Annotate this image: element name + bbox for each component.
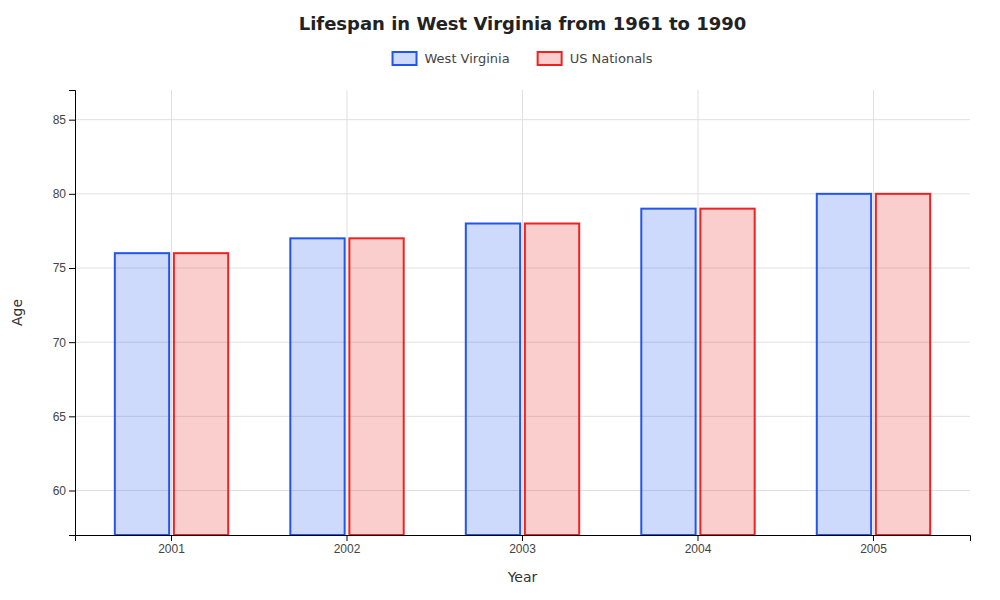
x-tick: 2001 [158, 535, 185, 556]
bar-series [174, 194, 930, 535]
y-tick: 60 [53, 484, 75, 498]
tick-mark [69, 194, 75, 195]
axis-line [76, 536, 971, 542]
chart-title: Lifespan in West Virginia from 1961 to 1… [299, 13, 747, 34]
y-axis: 60 65 70 75 80 85 [53, 91, 76, 536]
legend-label: West Virginia [425, 51, 510, 66]
legend: West Virginia US Nationals [393, 51, 653, 66]
x-axis-title: Year [507, 569, 538, 585]
bar [641, 209, 695, 535]
bar [700, 209, 754, 535]
x-tick: 2003 [509, 535, 536, 556]
bar [466, 224, 520, 536]
tick-mark [697, 535, 698, 541]
grid [75, 90, 970, 535]
tick-mark [69, 342, 75, 343]
x-grid-line [171, 90, 172, 535]
bar [349, 238, 403, 535]
y-axis-title: Age [9, 299, 25, 326]
y-tick: 65 [53, 410, 75, 424]
tick-label: 2003 [509, 542, 536, 556]
bar [525, 224, 579, 536]
tick-label: 85 [53, 113, 67, 127]
chart-svg: 2001 2002 2003 2004 2005 60 65 70 75 80 85 Year Age L… [0, 0, 1000, 600]
chart-container: 2001 2002 2003 2004 2005 60 65 70 75 80 85 Year Age L… [0, 0, 1000, 600]
bar-series [115, 194, 871, 535]
legend-item: West Virginia [393, 51, 510, 66]
tick-label: 2002 [334, 542, 361, 556]
legend-swatch [393, 52, 417, 65]
y-tick: 70 [53, 336, 75, 350]
tick-label: 2004 [685, 542, 712, 556]
tick-label: 65 [53, 410, 67, 424]
bar [290, 238, 344, 535]
tick-mark [347, 535, 348, 541]
tick-mark [69, 416, 75, 417]
x-grid-line [697, 90, 698, 535]
x-axis: 2001 2002 2003 2004 2005 [76, 535, 971, 556]
tick-label: 80 [53, 187, 67, 201]
plot-area: 2001 2002 2003 2004 2005 60 65 70 75 80 85 [53, 90, 971, 556]
x-grid-line [347, 90, 348, 535]
bar [115, 253, 169, 535]
tick-mark [69, 120, 75, 121]
bar [174, 253, 228, 535]
y-tick: 80 [53, 187, 75, 201]
tick-mark [873, 535, 874, 541]
axis-line [69, 91, 76, 536]
tick-label: 2001 [158, 542, 185, 556]
tick-label: 75 [53, 261, 67, 275]
bar [817, 194, 871, 535]
bar [876, 194, 930, 535]
legend-label: US Nationals [570, 51, 653, 66]
tick-label: 70 [53, 336, 67, 350]
y-tick: 75 [53, 261, 75, 275]
tick-mark [69, 491, 75, 492]
x-tick: 2002 [334, 535, 361, 556]
tick-mark [522, 535, 523, 541]
tick-mark [69, 268, 75, 269]
legend-item: US Nationals [538, 51, 653, 66]
x-tick: 2004 [685, 535, 712, 556]
x-tick: 2005 [860, 535, 887, 556]
tick-label: 2005 [860, 542, 887, 556]
x-grid-line [522, 90, 523, 535]
x-grid-line [873, 90, 874, 535]
bars [115, 194, 930, 535]
tick-label: 60 [53, 484, 67, 498]
y-tick: 85 [53, 113, 75, 127]
tick-mark [171, 535, 172, 541]
legend-swatch [538, 52, 562, 65]
